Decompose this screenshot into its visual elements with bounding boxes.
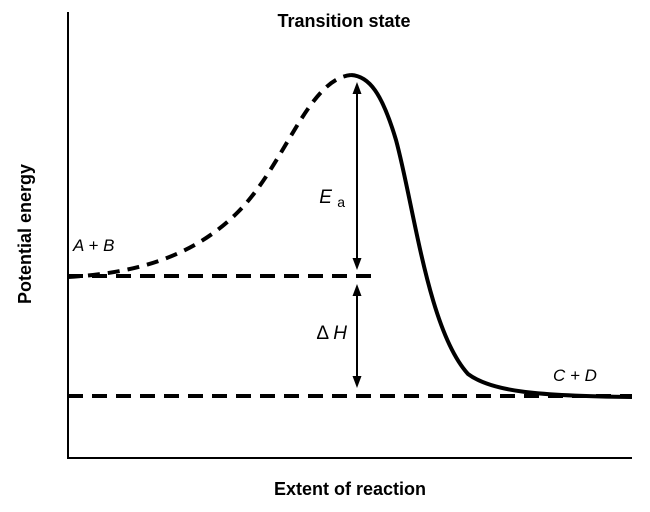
activation-dashed-curve (67, 73, 352, 279)
axes-lines (67, 12, 632, 459)
dh-arrow (352, 284, 362, 388)
activation-energy-label: E a (319, 187, 345, 210)
ea-symbol: E (319, 187, 332, 208)
product-solid-curve (350, 73, 633, 399)
ea-arrow (352, 82, 362, 270)
reactants-label: A + B (72, 236, 114, 255)
delta-symbol: Δ (316, 323, 329, 344)
x-axis-label: Extent of reaction (274, 479, 426, 499)
dh-arrowhead-up-icon (352, 284, 362, 296)
ea-arrowhead-up-icon (352, 82, 362, 94)
products-label: C + D (553, 366, 597, 385)
ea-subscript: a (337, 194, 345, 210)
enthalpy-symbol: H (333, 323, 347, 344)
enthalpy-change-label: Δ H (316, 323, 347, 344)
figure-title: Transition state (277, 11, 410, 31)
dh-arrowhead-down-icon (352, 376, 362, 388)
ea-arrowhead-down-icon (352, 258, 362, 270)
y-axis-label: Potential energy (15, 164, 35, 304)
